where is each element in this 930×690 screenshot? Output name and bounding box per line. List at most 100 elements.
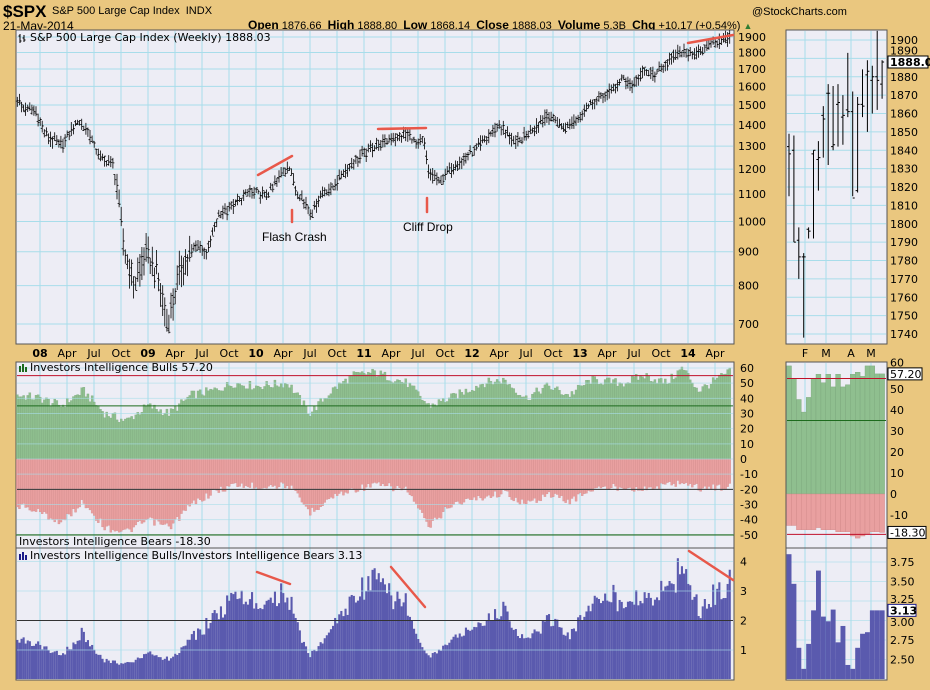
ratio-y-tick: 3 xyxy=(740,585,747,598)
zoom-y-tick: 1860 xyxy=(890,108,918,121)
price-bar xyxy=(499,125,503,136)
ratio-bar xyxy=(257,608,260,679)
bears-bar xyxy=(230,458,233,484)
bears-bar xyxy=(311,458,314,508)
bulls-bar xyxy=(34,395,38,460)
ratio-bar xyxy=(622,608,625,679)
ratio-bar xyxy=(255,603,258,679)
ratio-bar xyxy=(275,606,278,679)
price-bar xyxy=(260,186,264,199)
ratio-bar xyxy=(246,604,249,679)
bulls-bar xyxy=(543,384,547,460)
bears-bar xyxy=(666,458,669,483)
zoom-price-bar xyxy=(880,60,885,99)
bulls-bar xyxy=(375,376,378,460)
price-bar xyxy=(335,175,339,191)
bulls-bar xyxy=(292,393,295,460)
ratio-bar xyxy=(471,629,474,679)
bears-bar xyxy=(132,458,135,528)
zoom-bulls-bar xyxy=(835,374,841,495)
price-bar xyxy=(387,134,391,143)
y-tick-label: 1300 xyxy=(738,140,766,153)
symbol: $SPX xyxy=(3,2,47,21)
bulls-bar xyxy=(371,368,374,460)
ratio-bar xyxy=(309,657,312,679)
price-bar xyxy=(300,190,304,202)
price-bar xyxy=(391,132,395,143)
bears-bar xyxy=(207,458,210,499)
zoom-bears-bar xyxy=(810,493,817,530)
bears-bar xyxy=(678,458,682,485)
bears-bar xyxy=(691,458,694,488)
y-tick-label: 1800 xyxy=(738,47,766,60)
bulls-bar xyxy=(417,391,420,460)
bears-bar xyxy=(630,458,634,491)
bears-bar xyxy=(610,458,613,488)
bears-bar xyxy=(444,458,447,508)
ratio-bar xyxy=(369,590,372,679)
ratio-bar xyxy=(84,642,87,679)
ratio-bar xyxy=(560,627,563,679)
ratio-bar xyxy=(313,649,316,679)
bulls-bar xyxy=(311,411,314,460)
zoom-y-tick: 1810 xyxy=(890,199,918,212)
price-bar xyxy=(206,240,210,253)
bears-bar xyxy=(462,458,466,503)
ratio-bar xyxy=(624,607,627,679)
y-tick-label: 800 xyxy=(738,280,759,293)
price-bar xyxy=(379,139,383,151)
zoom-bulls-bar xyxy=(801,411,807,495)
bears-bar xyxy=(134,458,137,526)
price-bar xyxy=(464,152,468,164)
x-tick-label: Oct xyxy=(651,347,671,360)
zoom-ratio-bar xyxy=(816,570,821,679)
bears-bar xyxy=(566,458,569,500)
ratio-bar xyxy=(305,646,308,679)
bulls-bar xyxy=(144,406,148,460)
bulls-bar xyxy=(41,402,44,460)
bulls-bar xyxy=(379,370,383,460)
bears-bar xyxy=(24,458,27,508)
ratio-bar xyxy=(296,622,299,679)
ratio-bar xyxy=(207,628,210,679)
ratio-bar xyxy=(527,637,530,679)
bulls-bar xyxy=(458,389,461,460)
price-bar xyxy=(491,124,495,137)
bulls-bar xyxy=(502,377,505,460)
zoom-y-tick: 1850 xyxy=(890,126,918,139)
price-bar xyxy=(690,51,694,60)
price-bar xyxy=(524,130,528,141)
zoom-y-tick: 1890 xyxy=(890,44,918,57)
zoom-ratio-bar xyxy=(806,643,812,679)
bears-bar xyxy=(464,458,468,499)
zoom-ratio-bar xyxy=(879,610,885,679)
bears-bar xyxy=(711,458,715,485)
ratio-bar xyxy=(552,625,555,679)
bears-bar xyxy=(371,458,374,484)
bears-bar xyxy=(446,458,449,509)
price-bar xyxy=(105,160,109,167)
price-bar xyxy=(383,134,387,148)
ratio-bar xyxy=(720,599,723,679)
ratio-bar xyxy=(469,630,472,679)
ratio-bar xyxy=(143,654,146,679)
ratio-bar xyxy=(74,644,77,679)
bears-bar xyxy=(22,458,25,504)
bulls-bar xyxy=(298,395,302,460)
price-bar xyxy=(134,276,138,291)
price-bar xyxy=(40,120,44,133)
price-bar xyxy=(452,164,455,175)
zoom-bears-bar xyxy=(825,493,831,530)
price-bar xyxy=(34,106,38,117)
zoom-bears-bar xyxy=(879,493,885,533)
price-bar xyxy=(414,139,418,149)
bulls-bar xyxy=(624,383,628,460)
price-bar xyxy=(165,308,169,332)
bears-bar xyxy=(161,458,164,525)
bulls-bar xyxy=(410,385,414,460)
price-bar xyxy=(570,116,574,129)
ratio-bar xyxy=(437,649,440,679)
bears-bar xyxy=(522,458,526,504)
bears-bar xyxy=(105,458,108,527)
bears-bar xyxy=(599,458,603,489)
